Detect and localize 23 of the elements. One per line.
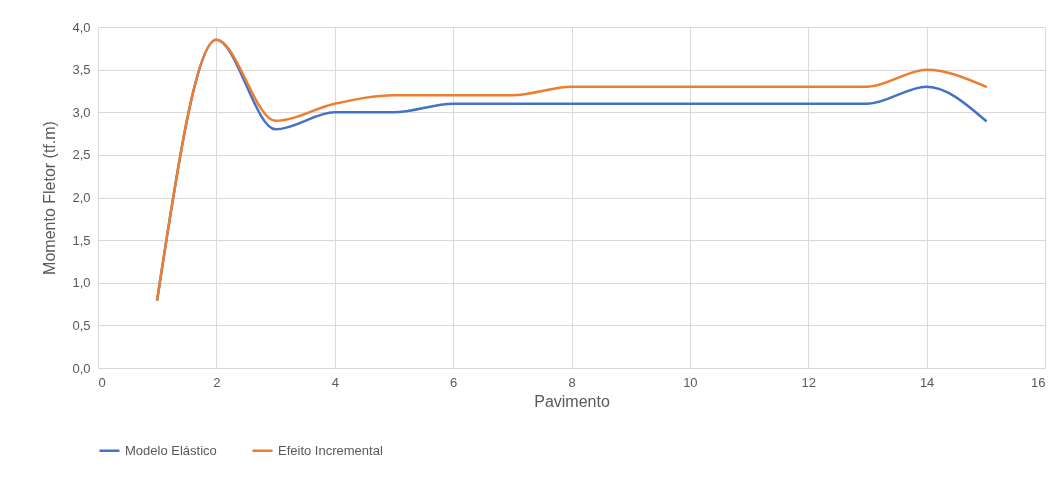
x-tick-label: 4 — [331, 374, 339, 390]
legend-label: Efeito Incremental — [278, 442, 383, 458]
y-tick-label: 0,0 — [72, 360, 91, 376]
x-tick-label: 12 — [801, 374, 816, 390]
line-series — [155, 38, 988, 302]
y-tick-label: 3,5 — [72, 62, 91, 78]
y-axis-title: Momento Fletor (tf.m) — [41, 121, 59, 275]
x-tick-label: 8 — [568, 374, 576, 390]
x-tick-label: 2 — [213, 374, 221, 390]
y-tick-label: 1,5 — [72, 232, 91, 248]
x-tick-label: 10 — [683, 374, 698, 390]
x-tick-label: 6 — [450, 374, 458, 390]
y-tick-label: 4,0 — [72, 19, 91, 35]
y-tick-label: 3,0 — [72, 104, 91, 120]
x-tick-label: 0 — [98, 374, 106, 390]
x-axis-title: Pavimento — [534, 392, 610, 410]
y-tick-label: 2,0 — [72, 190, 91, 205]
y-tick-label: 1,0 — [72, 275, 91, 291]
x-tick-label: 16 — [1031, 374, 1046, 390]
x-tick-label: 14 — [919, 374, 935, 390]
y-tick-label: 0,5 — [72, 317, 91, 333]
legend-label: Modelo Elástico — [125, 442, 217, 458]
y-tick-label: 2,5 — [72, 147, 91, 163]
